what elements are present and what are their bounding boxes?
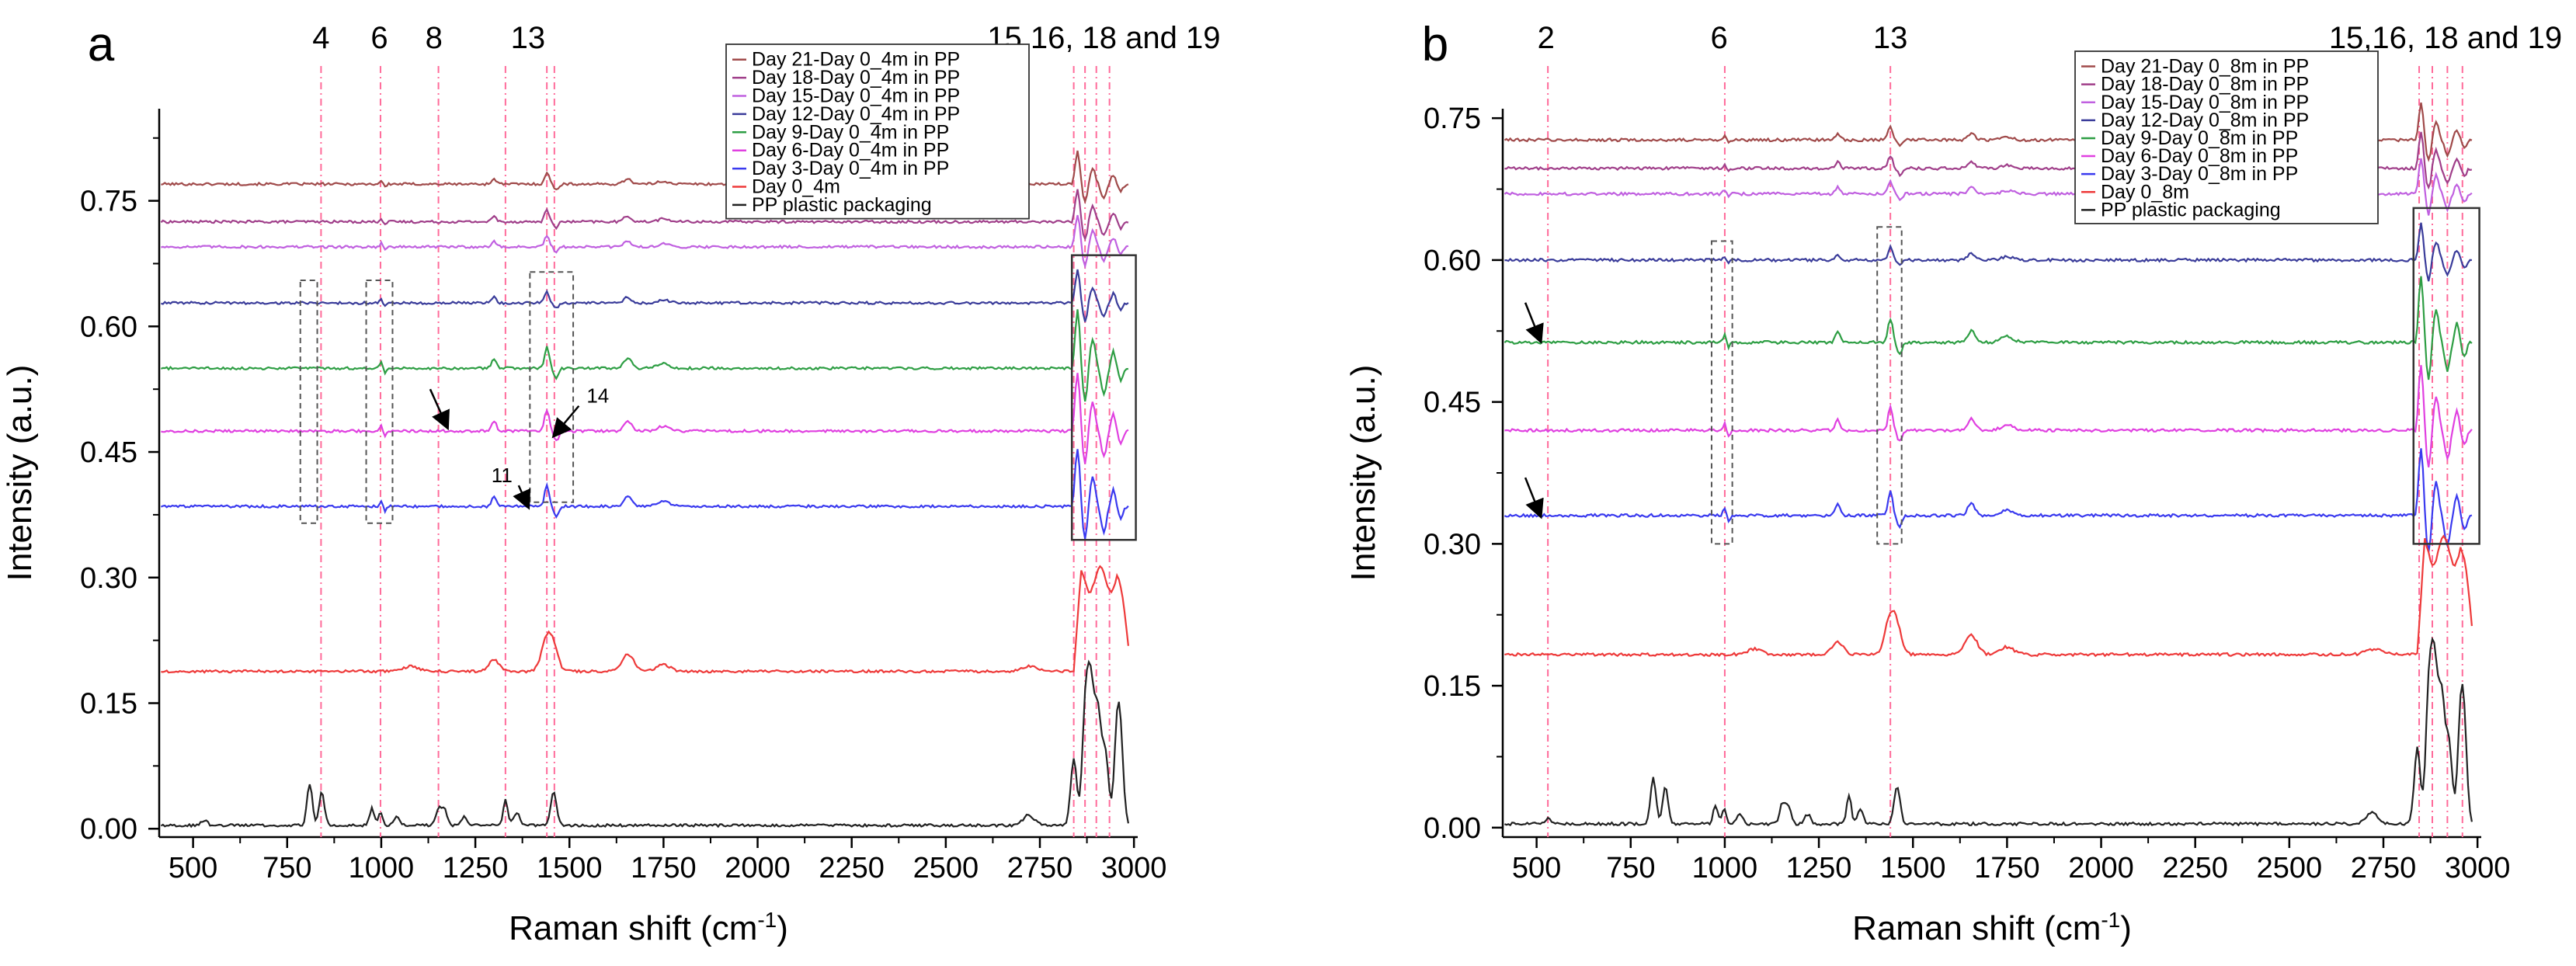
y-axis-title: Intensity (a.u.) xyxy=(1,365,39,582)
x-tick-label: 1750 xyxy=(631,852,697,884)
annotation-label: 14 xyxy=(586,384,609,408)
x-tick-label: 2750 xyxy=(1007,852,1073,884)
x-tick-label: 1500 xyxy=(1880,852,1946,884)
x-tick-label: 1250 xyxy=(443,852,509,884)
x-axis-title: Raman shift (cm-1) xyxy=(1852,908,2132,947)
x-tick-label: 3000 xyxy=(2445,852,2511,884)
x-tick-label: 3000 xyxy=(1101,852,1167,884)
x-axis-title: Raman shift (cm-1) xyxy=(509,908,788,947)
band-marker-label: 6 xyxy=(370,21,388,55)
panel-letter: a xyxy=(88,18,115,71)
x-tick-label: 2500 xyxy=(913,852,979,884)
legend-label: Day 15-Day 0_4m in PP xyxy=(752,85,960,107)
legend-label: Day 6-Day 0_4m in PP xyxy=(752,140,949,162)
x-tick-label: 1000 xyxy=(1692,852,1758,884)
legend-label: Day 3-Day 0_4m in PP xyxy=(752,158,949,179)
band-marker-label: 13 xyxy=(1873,21,1908,55)
legend-label: Day 6-Day 0_8m in PP xyxy=(2101,145,2298,167)
series-line xyxy=(161,373,1129,464)
series-line xyxy=(1504,636,2473,827)
y-tick-label: 0.45 xyxy=(80,436,137,469)
legend-label: Day 0_4m xyxy=(752,176,840,198)
y-tick-label: 0.30 xyxy=(80,562,137,595)
series-line xyxy=(160,659,1129,829)
y-tick-label: 0.15 xyxy=(1424,670,1481,703)
legend-label: Day 0_8m xyxy=(2101,181,2189,203)
y-tick-label: 0.60 xyxy=(1424,245,1481,277)
series-line xyxy=(161,214,1129,269)
legend-label: Day 18-Day 0_8m in PP xyxy=(2101,74,2309,96)
x-tick-label: 1000 xyxy=(349,852,415,884)
legend-label: Day 9-Day 0_4m in PP xyxy=(752,121,949,143)
series-line xyxy=(161,269,1129,322)
legend-label: Day 3-Day 0_8m in PP xyxy=(2101,163,2298,185)
y-tick-label: 0.60 xyxy=(80,311,137,343)
band-marker-label: 8 xyxy=(426,21,443,55)
legend-box xyxy=(2074,50,2379,224)
x-tick-label: 1250 xyxy=(1786,852,1852,884)
band-marker-label: 4 xyxy=(312,21,329,55)
series-line xyxy=(160,309,1128,402)
chart-panel-a: a 500 750 1000 1250 1500 1750 2000 2250 2500 2750 3… xyxy=(1,18,1221,947)
legend-label: Day 21-Day 0_8m in PP xyxy=(2101,56,2309,78)
x-tick-label: 2250 xyxy=(2162,852,2228,884)
highlight-box-dashed xyxy=(299,280,318,524)
x-tick-label: 2750 xyxy=(2351,852,2417,884)
series-line xyxy=(1504,365,2473,467)
highlight-box-dashed xyxy=(1710,240,1733,545)
legend-label: Day 15-Day 0_8m in PP xyxy=(2101,92,2309,113)
series-line xyxy=(161,565,1129,674)
y-tick-label: 0.45 xyxy=(1424,387,1481,419)
legend-label: Day 12-Day 0_8m in PP xyxy=(2101,109,2309,131)
annotation-arrow xyxy=(1524,302,1544,345)
band-marker-label: 15,16, 18 and 19 xyxy=(2329,21,2562,55)
legend-label: Day 21-Day 0_4m in PP xyxy=(752,49,960,71)
series-line xyxy=(1504,222,2472,282)
highlight-box-solid xyxy=(2412,207,2480,545)
annotation-arrow xyxy=(429,388,450,431)
band-marker-label: 13 xyxy=(511,21,546,55)
y-axis-title: Intensity (a.u.) xyxy=(1344,365,1382,582)
series-line xyxy=(1504,448,2473,552)
series-line xyxy=(1504,276,2473,380)
legend-label: Day 18-Day 0_4m in PP xyxy=(752,67,960,89)
y-tick-label: 0.00 xyxy=(80,813,137,846)
x-tick-label: 1500 xyxy=(537,852,603,884)
legend-label: PP plastic packaging xyxy=(2101,199,2281,221)
panel-letter: b xyxy=(1422,18,1448,71)
highlight-box-solid xyxy=(1070,254,1137,541)
x-tick-label: 750 xyxy=(1606,852,1655,884)
x-tick-label: 500 xyxy=(169,852,217,884)
band-marker-label: 2 xyxy=(1538,21,1555,55)
annotation-arrow xyxy=(513,485,531,510)
highlight-box-dashed xyxy=(529,271,575,503)
legend-box xyxy=(725,43,1030,220)
x-tick-label: 500 xyxy=(1512,852,1561,884)
x-tick-label: 2250 xyxy=(819,852,885,884)
chart-panel-b: b 500 750 1000 1250 1500 1750 2000 2250 2500 2750 3… xyxy=(1344,18,2562,947)
series-line xyxy=(160,189,1129,242)
x-tick-label: 2500 xyxy=(2257,852,2323,884)
highlight-box-dashed xyxy=(365,280,394,524)
legend-label: Day 12-Day 0_4m in PP xyxy=(752,103,960,125)
highlight-box-dashed xyxy=(1876,226,1903,545)
x-tick-label: 750 xyxy=(262,852,311,884)
legend-label: Day 9-Day 0_8m in PP xyxy=(2101,127,2298,149)
annotation-label: 11 xyxy=(492,464,513,487)
y-tick-label: 0.75 xyxy=(80,186,137,218)
y-tick-label: 0.00 xyxy=(1424,812,1481,845)
series-line xyxy=(160,449,1129,540)
y-tick-label: 0.30 xyxy=(1424,528,1481,561)
series-line xyxy=(1504,534,2473,658)
y-tick-label: 0.15 xyxy=(80,687,137,720)
band-marker-label: 6 xyxy=(1711,21,1728,55)
x-tick-label: 2000 xyxy=(725,852,791,884)
x-tick-label: 1750 xyxy=(1974,852,2040,884)
legend-label: PP plastic packaging xyxy=(752,194,932,216)
annotation-arrow xyxy=(551,405,580,439)
y-tick-label: 0.75 xyxy=(1424,103,1481,135)
annotation-arrow xyxy=(1524,477,1544,519)
x-tick-label: 2000 xyxy=(2068,852,2134,884)
